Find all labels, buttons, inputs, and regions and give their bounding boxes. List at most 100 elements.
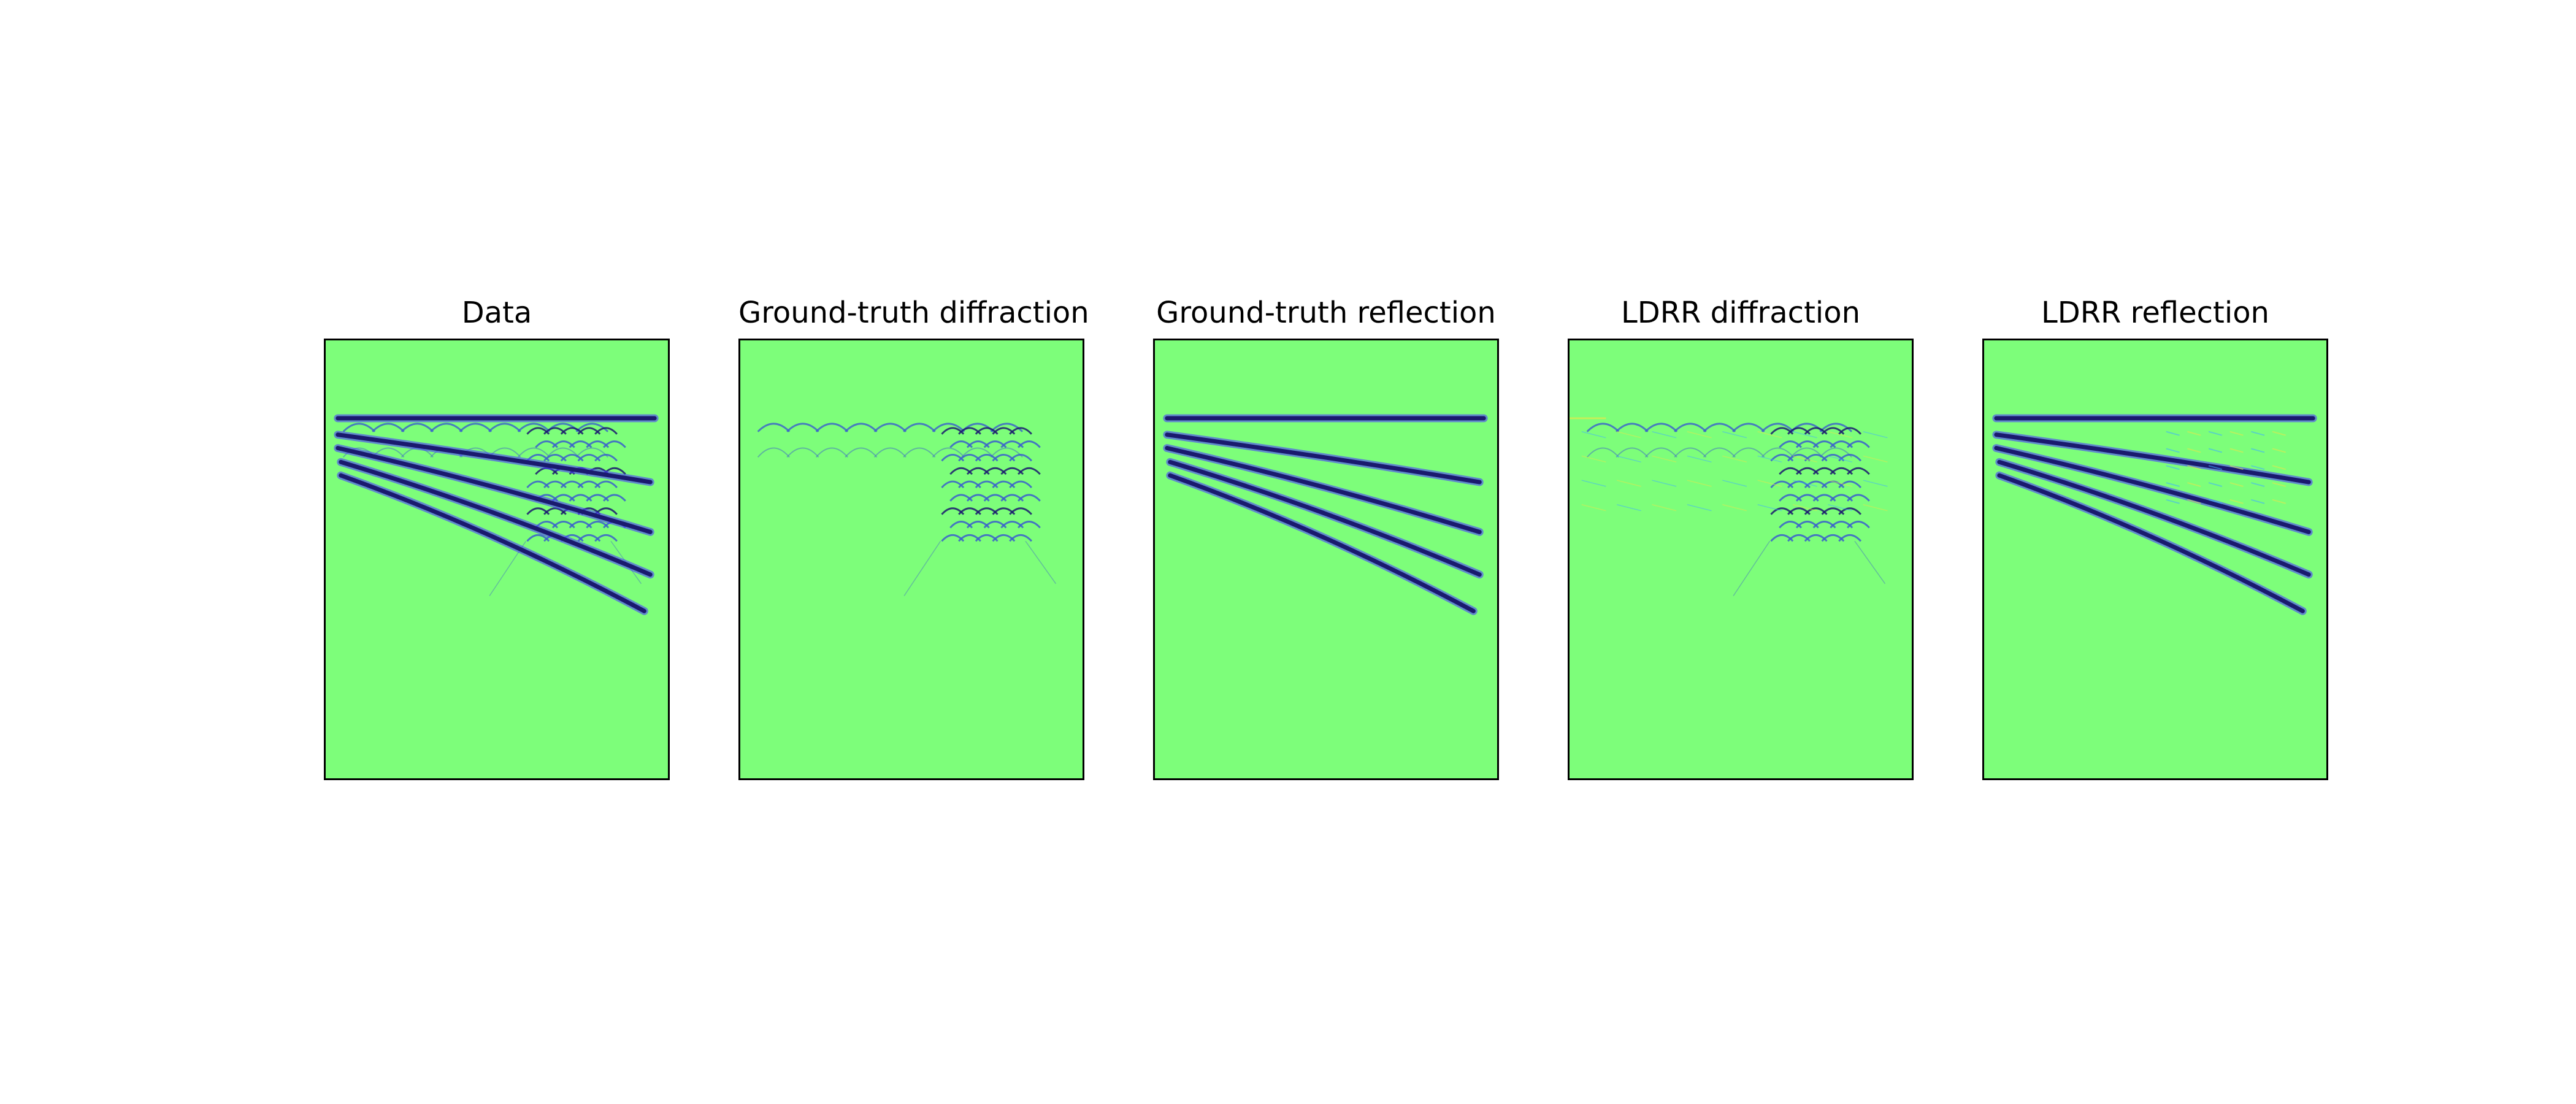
- diffraction-hyperbola: [932, 423, 965, 432]
- diffraction-cluster-event: [1847, 467, 1870, 475]
- reflection-event: [1994, 446, 2311, 534]
- diffraction-cluster-event: [1009, 534, 1032, 542]
- residual-artifact: [2208, 448, 2223, 453]
- diffraction-hyperbola: [1586, 423, 1620, 432]
- diffraction-hyperbola: [815, 447, 848, 458]
- residual-artifact: [2272, 448, 2286, 453]
- diffraction-hyperbola: [903, 447, 936, 458]
- diffraction-hyperbola: [575, 423, 609, 432]
- diffraction-hyperbola: [1819, 423, 1853, 432]
- diffraction-hyperbola: [1703, 447, 1736, 458]
- residual-artifact: [2229, 482, 2244, 487]
- diffraction-hyperbola: [961, 447, 994, 458]
- residual-artifact: [2251, 448, 2265, 453]
- diffraction-tail: [1733, 540, 1886, 596]
- seismic-canvas: [1163, 414, 1488, 615]
- diffraction-hyperbola: [1674, 447, 1707, 458]
- residual-artifact: [2187, 431, 2201, 436]
- reflection-event: [1168, 459, 1482, 577]
- reflection-event: [335, 432, 653, 485]
- diffraction-hyperbola: [873, 447, 907, 458]
- residual-artifact: [1722, 480, 1747, 487]
- panel-title: LDRR reflection: [2041, 296, 2269, 330]
- residual-artifact: [1581, 504, 1606, 512]
- diffraction-hyperbola: [757, 447, 790, 458]
- residual-artifact: [2166, 431, 2180, 436]
- seismic-image-data: [324, 339, 670, 780]
- reflection-event: [1168, 473, 1476, 613]
- diffraction-hyperbola: [757, 423, 791, 432]
- reflection-halo: [1995, 471, 2307, 615]
- reflection-event: [1165, 432, 1482, 485]
- diffraction-hyperbola: [517, 423, 551, 432]
- diffraction-hyperbola: [845, 447, 878, 458]
- residual-artifact: [1792, 431, 1817, 439]
- residual-artifact: [1757, 431, 1782, 439]
- diffraction-hyperbola: [1644, 423, 1678, 432]
- residual-artifact: [2251, 482, 2265, 487]
- diffraction-cluster-event: [1018, 521, 1041, 529]
- diffraction-cluster-event: [1018, 440, 1041, 448]
- reflection-event: [1997, 473, 2305, 613]
- residual-artifact: [1687, 504, 1712, 512]
- residual-artifact: [1863, 480, 1888, 487]
- residual-artifact: [1863, 504, 1888, 512]
- residual-artifact: [2187, 448, 2201, 453]
- reflection-event: [1994, 432, 2311, 485]
- seismic-canvas: [334, 414, 659, 615]
- residual-artifact: [2229, 465, 2244, 470]
- residual-artifact: [1828, 455, 1853, 463]
- residual-artifact: [2187, 499, 2201, 504]
- residual-artifact: [2229, 431, 2244, 436]
- residual-artifact: [2208, 482, 2223, 487]
- residual-artifact: [1828, 504, 1853, 512]
- residual-artifact: [1828, 480, 1853, 487]
- reflection-event: [335, 446, 653, 534]
- diffraction-hyperbola: [488, 423, 521, 432]
- seismic-canvas: [757, 423, 1057, 596]
- residual-artifact: [1757, 480, 1782, 487]
- panel-ldrr-reflection: LDRR reflection: [1982, 294, 2328, 785]
- diffraction-cluster-event: [1009, 507, 1032, 515]
- diffraction-hyperbola: [1616, 423, 1649, 432]
- panel-data: Data: [324, 294, 670, 785]
- seismic-image-ldrr-diffraction: [1568, 339, 1914, 780]
- diffraction-tail: [903, 540, 1057, 596]
- residual-artifact: [1722, 504, 1747, 512]
- residual-artifact: [1863, 431, 1888, 439]
- diffraction-hyperbola: [845, 423, 878, 432]
- residual-artifact: [1722, 455, 1747, 463]
- diffraction-hyperbola: [517, 447, 550, 458]
- seismic-canvas: [1992, 414, 2317, 615]
- diffraction-hyperbola: [1644, 447, 1677, 458]
- residual-artifact: [2251, 465, 2265, 470]
- residual-artifact: [2272, 482, 2286, 487]
- residual-artifact: [1616, 455, 1641, 463]
- reflection-halo: [1166, 471, 1478, 615]
- diffraction-hyperbola: [1761, 447, 1794, 458]
- residual-artifact: [1652, 455, 1677, 463]
- diffraction-cluster-event: [594, 427, 618, 435]
- diffraction-cluster-event: [1847, 521, 1870, 529]
- diffraction-cluster-event: [1009, 427, 1032, 435]
- diffraction-hyperbola: [1703, 423, 1736, 432]
- reflection-event: [1165, 446, 1482, 534]
- residual-artifact: [2208, 465, 2223, 470]
- reflection-event: [1997, 459, 2311, 577]
- residual-artifact: [2229, 499, 2244, 504]
- residual-artifact: [1722, 431, 1747, 439]
- residual-artifact: [2166, 448, 2180, 453]
- reflection-event: [339, 459, 653, 577]
- diffraction-cluster-event: [1009, 480, 1032, 489]
- diffraction-cluster-event: [594, 534, 618, 542]
- reflection-event: [339, 473, 646, 613]
- diffraction-hyperbola: [1586, 447, 1619, 458]
- diffraction-hyperbola: [459, 423, 493, 432]
- panel-title: Ground-truth diffraction: [738, 296, 1089, 330]
- residual-artifact: [2229, 448, 2244, 453]
- residual-artifact: [2251, 431, 2265, 436]
- residual-artifact: [1581, 431, 1606, 439]
- diffraction-cluster-event: [594, 480, 618, 489]
- residual-artifact: [2251, 499, 2265, 504]
